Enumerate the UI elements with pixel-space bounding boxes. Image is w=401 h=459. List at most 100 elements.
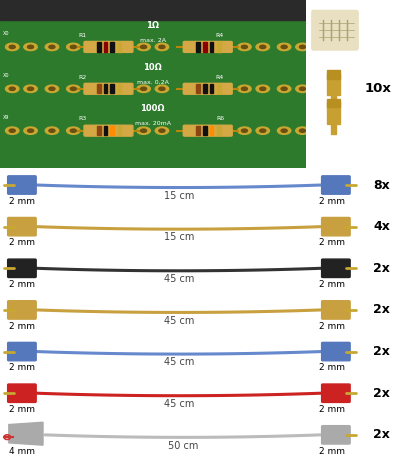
- FancyBboxPatch shape: [321, 301, 349, 319]
- Text: 45 cm: 45 cm: [163, 316, 194, 326]
- Text: max. 20mA: max. 20mA: [134, 122, 170, 127]
- Circle shape: [259, 87, 265, 90]
- Bar: [103, 126, 107, 135]
- Text: 2 mm: 2 mm: [318, 363, 344, 372]
- Text: R2: R2: [78, 74, 86, 79]
- Text: 2 mm: 2 mm: [9, 238, 35, 247]
- Circle shape: [49, 45, 55, 49]
- Bar: [117, 42, 121, 51]
- Bar: [97, 126, 100, 135]
- Circle shape: [299, 45, 305, 49]
- Text: 1Ω: 1Ω: [146, 21, 159, 30]
- Bar: [110, 42, 113, 51]
- Text: 2 mm: 2 mm: [318, 322, 344, 330]
- Circle shape: [155, 85, 168, 92]
- Text: 2x: 2x: [373, 387, 389, 400]
- Circle shape: [9, 129, 15, 132]
- Circle shape: [280, 45, 286, 49]
- Text: R4: R4: [215, 74, 223, 79]
- Circle shape: [24, 85, 37, 92]
- Bar: [203, 42, 206, 51]
- Circle shape: [140, 129, 146, 132]
- Bar: [117, 126, 121, 135]
- Text: 10Ω: 10Ω: [143, 62, 162, 72]
- Circle shape: [158, 129, 164, 132]
- Bar: [110, 126, 113, 135]
- Circle shape: [237, 85, 251, 92]
- Circle shape: [24, 43, 37, 50]
- Bar: [209, 84, 213, 93]
- Text: X9: X9: [3, 115, 9, 120]
- Bar: [0, 20, 305, 168]
- Circle shape: [255, 127, 269, 134]
- Bar: [97, 84, 100, 93]
- FancyBboxPatch shape: [321, 176, 349, 194]
- Text: 15 cm: 15 cm: [163, 233, 194, 242]
- Text: 100Ω: 100Ω: [140, 104, 164, 113]
- FancyBboxPatch shape: [183, 41, 232, 52]
- Text: 2 mm: 2 mm: [318, 405, 344, 414]
- Bar: [110, 84, 113, 93]
- Circle shape: [295, 85, 308, 92]
- Circle shape: [67, 127, 80, 134]
- Text: 2 mm: 2 mm: [318, 447, 344, 455]
- Bar: [196, 126, 199, 135]
- Bar: [196, 42, 199, 51]
- Text: 15 cm: 15 cm: [163, 191, 194, 201]
- Bar: [0, 0, 305, 20]
- Circle shape: [295, 127, 308, 134]
- Circle shape: [27, 45, 34, 49]
- FancyBboxPatch shape: [84, 125, 133, 136]
- Bar: [97, 42, 100, 51]
- Circle shape: [277, 85, 290, 92]
- Text: 2 mm: 2 mm: [9, 322, 35, 330]
- FancyBboxPatch shape: [321, 218, 349, 236]
- Text: 45 cm: 45 cm: [163, 274, 194, 284]
- Bar: [103, 84, 107, 93]
- Text: 45 cm: 45 cm: [163, 358, 194, 367]
- Circle shape: [9, 45, 15, 49]
- Circle shape: [158, 45, 164, 49]
- Text: 45 cm: 45 cm: [163, 399, 194, 409]
- Bar: [326, 74, 339, 95]
- Circle shape: [259, 129, 265, 132]
- Circle shape: [136, 43, 150, 50]
- Bar: [326, 99, 339, 107]
- Circle shape: [49, 129, 55, 132]
- Text: X0: X0: [3, 31, 10, 36]
- Circle shape: [255, 85, 269, 92]
- Text: 2x: 2x: [373, 428, 389, 442]
- FancyBboxPatch shape: [84, 41, 133, 52]
- Circle shape: [6, 127, 19, 134]
- Text: 2 mm: 2 mm: [318, 238, 344, 247]
- FancyBboxPatch shape: [8, 301, 36, 319]
- FancyBboxPatch shape: [84, 84, 133, 94]
- Bar: [209, 42, 213, 51]
- Text: 2x: 2x: [373, 303, 389, 316]
- FancyBboxPatch shape: [321, 384, 349, 403]
- Circle shape: [255, 43, 269, 50]
- Text: 10x: 10x: [364, 82, 390, 95]
- Bar: [196, 84, 199, 93]
- Bar: [103, 42, 107, 51]
- Text: 4 mm: 4 mm: [9, 447, 35, 455]
- Circle shape: [237, 43, 251, 50]
- FancyBboxPatch shape: [8, 176, 36, 194]
- Circle shape: [9, 87, 15, 90]
- Text: R4: R4: [215, 33, 223, 38]
- Text: 2 mm: 2 mm: [9, 196, 35, 206]
- Bar: [217, 126, 220, 135]
- Bar: [209, 126, 213, 135]
- FancyBboxPatch shape: [321, 259, 349, 278]
- FancyBboxPatch shape: [183, 125, 232, 136]
- Text: 2 mm: 2 mm: [318, 196, 344, 206]
- Text: max. 2A: max. 2A: [140, 38, 165, 43]
- Circle shape: [45, 43, 59, 50]
- Circle shape: [299, 129, 305, 132]
- FancyBboxPatch shape: [8, 342, 36, 361]
- Circle shape: [6, 43, 19, 50]
- Text: X0: X0: [3, 73, 10, 78]
- Circle shape: [49, 87, 55, 90]
- Text: R6: R6: [215, 117, 223, 122]
- Circle shape: [24, 127, 37, 134]
